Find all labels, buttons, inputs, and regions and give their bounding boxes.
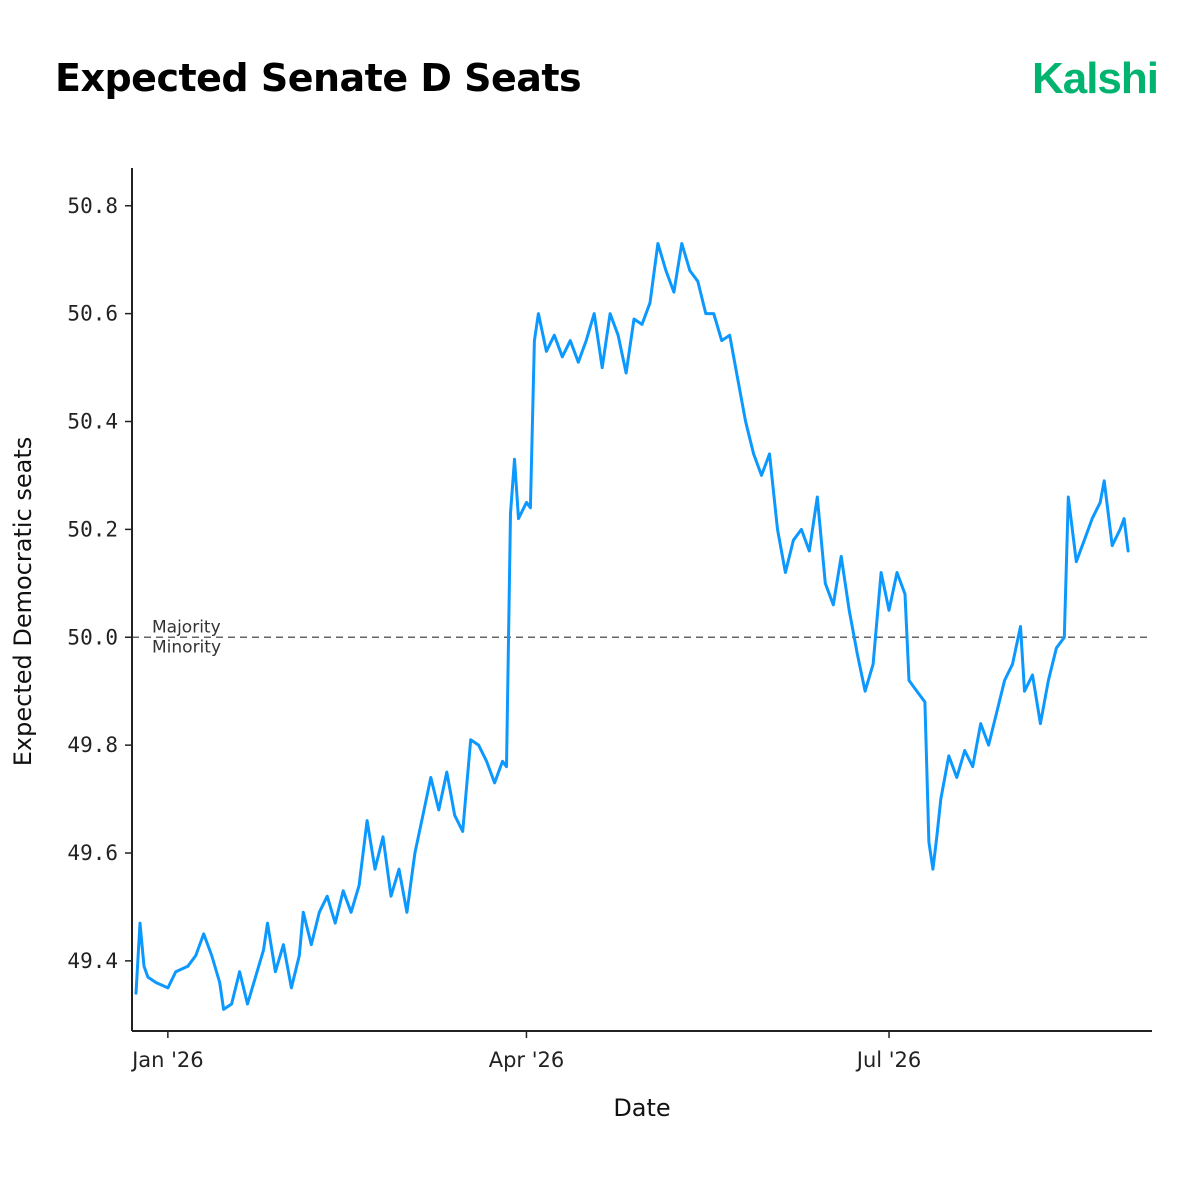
x-tick-label: Jul '26 — [855, 1048, 922, 1072]
x-axis-title: Date — [613, 1094, 670, 1122]
y-tick-label: 50.0 — [67, 625, 118, 649]
y-axis-title: Expected Democratic seats — [9, 437, 37, 766]
y-tick-label: 50.6 — [67, 302, 118, 326]
majority-label: Majority — [152, 617, 221, 637]
y-tick-label: 50.8 — [67, 194, 118, 218]
x-axis-ticks: Jan '26 Apr '26 Jul '26 — [130, 1031, 921, 1072]
x-tick-label: Jan '26 — [130, 1048, 204, 1072]
y-tick-label: 49.6 — [67, 841, 118, 865]
y-tick-label: 50.4 — [67, 410, 118, 434]
y-tick-label: 49.8 — [67, 733, 118, 757]
series-line-1 — [134, 242, 1130, 1011]
y-tick-label: 50.2 — [67, 517, 118, 541]
chart-title: Expected Senate D Seats — [55, 56, 582, 100]
kalshi-logo: Kalshi — [1031, 54, 1159, 103]
x-tick-label: Apr '26 — [489, 1048, 565, 1072]
series-layer — [134, 242, 1130, 1011]
minority-label: Minority — [152, 637, 221, 657]
y-tick-label: 49.4 — [67, 949, 118, 973]
y-axis-ticks: 49.4 49.6 49.8 50.0 50.2 50.4 50.6 50.8 — [67, 194, 132, 973]
